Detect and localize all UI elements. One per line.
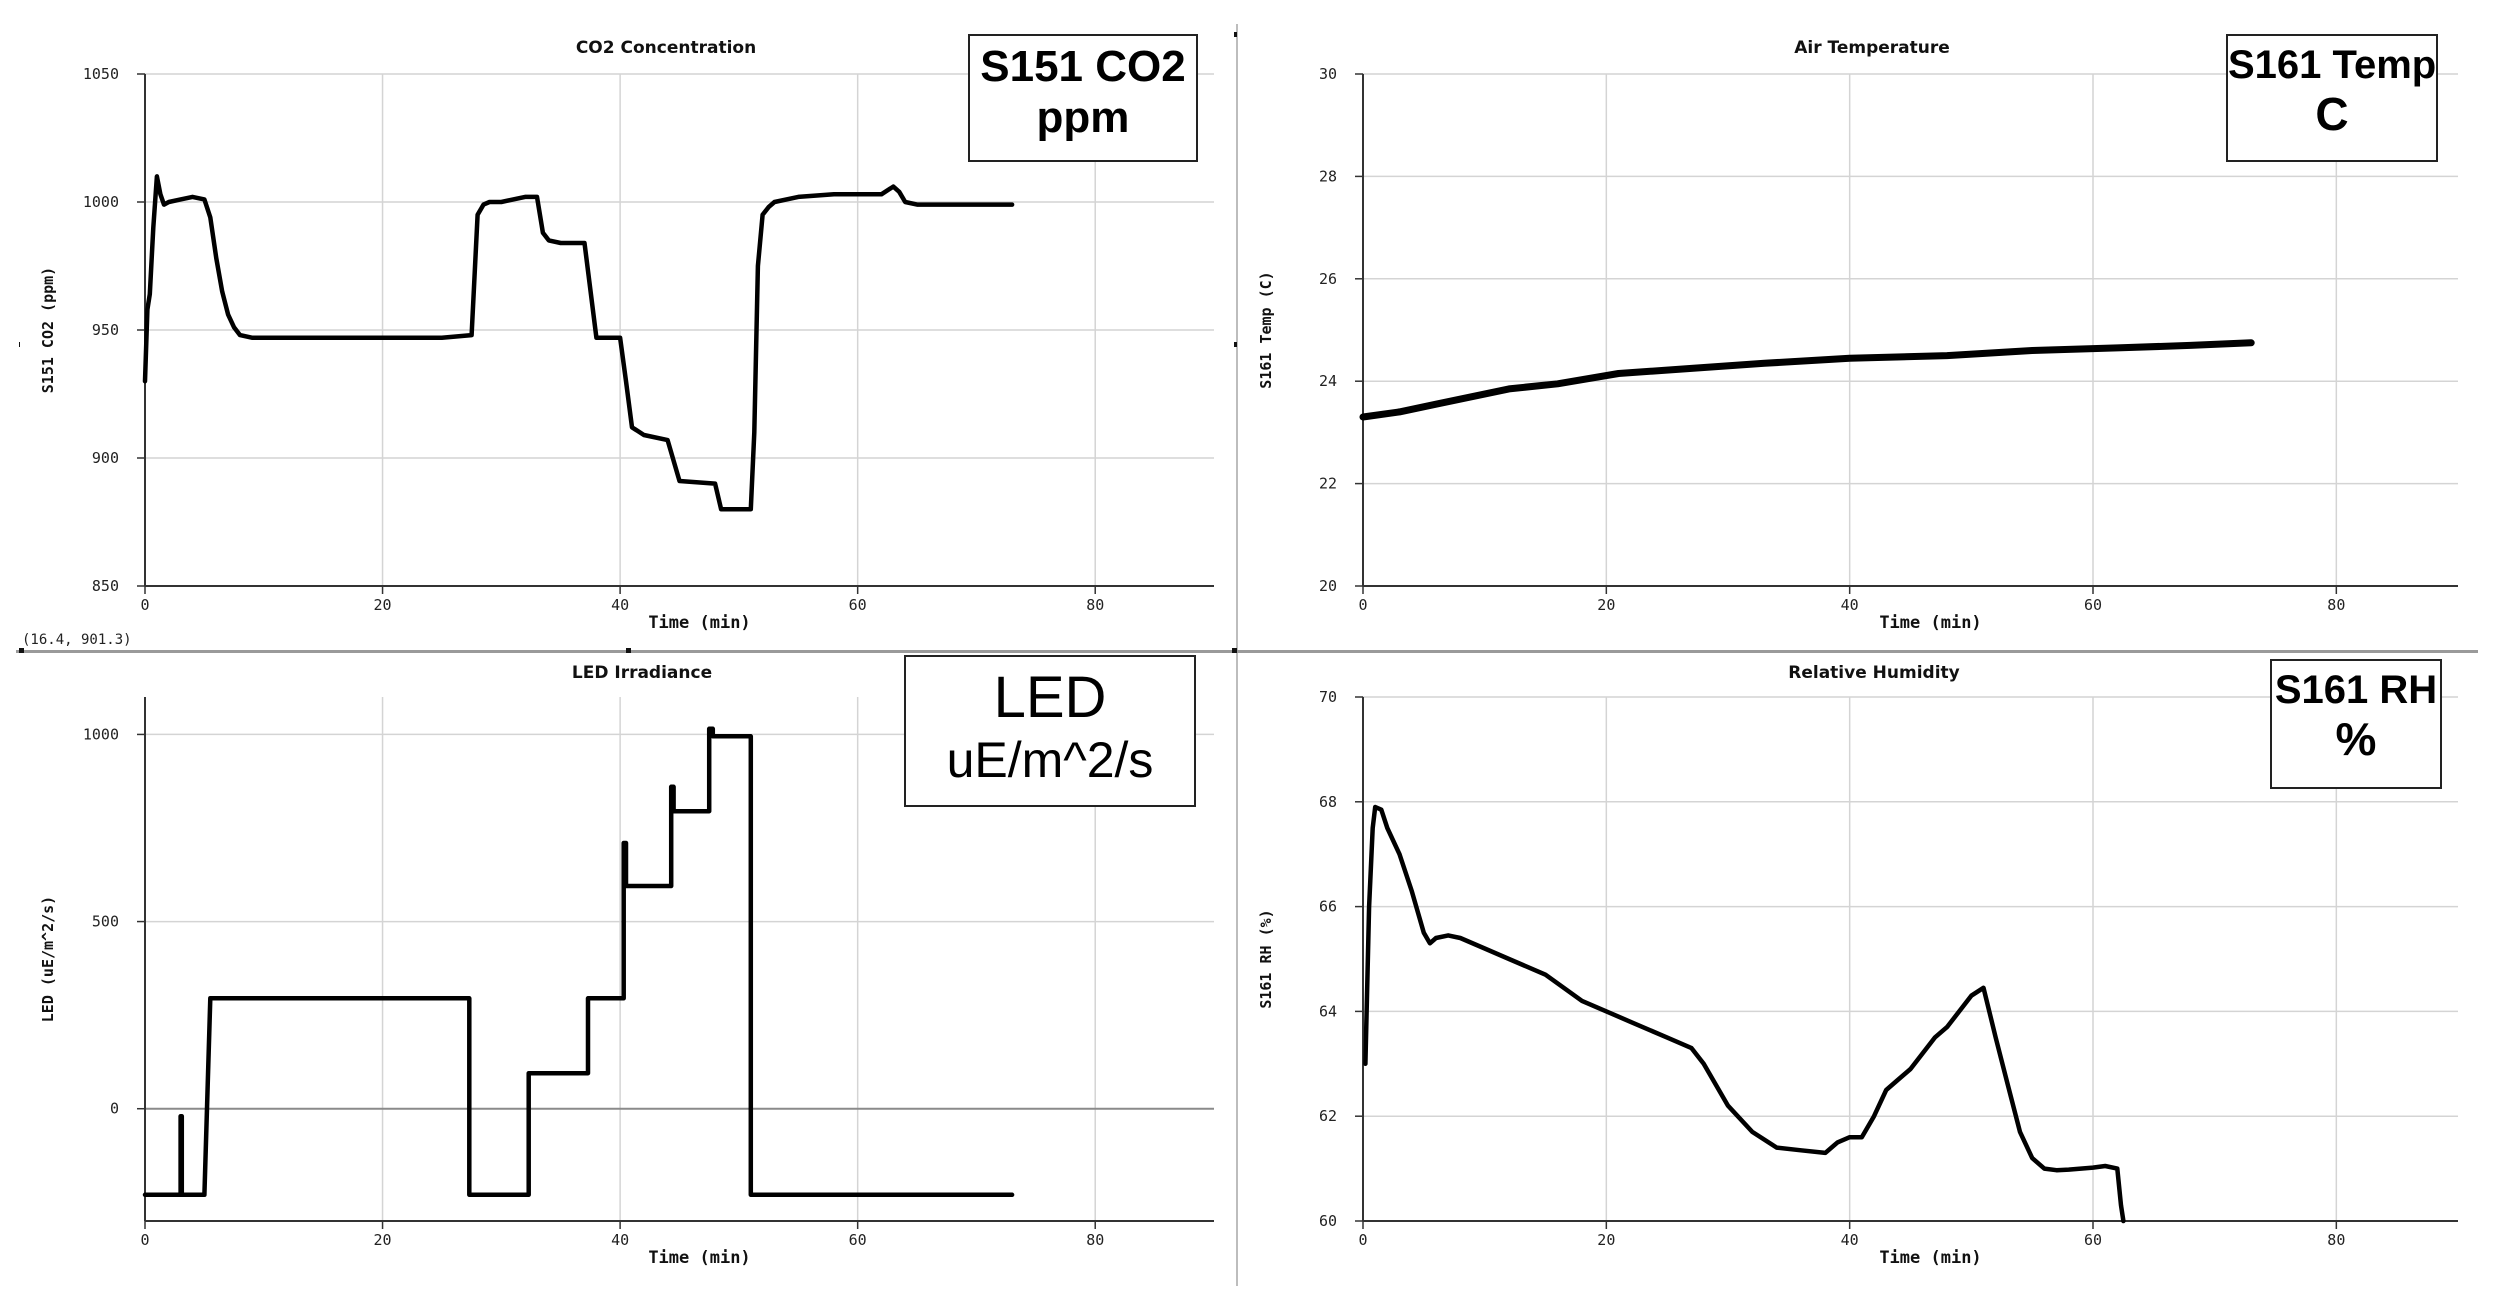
y-axis-label: S161 RH (%) bbox=[1257, 909, 1275, 1008]
chart-title: LED Irradiance bbox=[571, 663, 713, 683]
overlay-line: uE/m^2/s bbox=[946, 731, 1154, 788]
x-tick-label: 0 bbox=[140, 1231, 149, 1249]
x-tick-label: 40 bbox=[1841, 596, 1859, 614]
x-tick-label: 60 bbox=[849, 1231, 867, 1249]
y-tick-label: 900 bbox=[92, 449, 119, 467]
y-tick-label: 1000 bbox=[83, 725, 119, 743]
y-tick-label: 22 bbox=[1319, 475, 1337, 493]
y-tick-label: 70 bbox=[1319, 688, 1337, 706]
temperature-chart[interactable]: 0 20 40 60 80 20 22 24 26 28 30 Time (min) S161 Temp… bbox=[1240, 30, 2478, 648]
y-tick-label: 64 bbox=[1319, 1002, 1337, 1020]
y-tick-label: 62 bbox=[1319, 1107, 1337, 1125]
x-tick-label: 60 bbox=[2084, 596, 2102, 614]
panel-resize-handle[interactable] bbox=[626, 648, 631, 653]
x-axis-label: Time (min) bbox=[648, 613, 750, 633]
overlay-line: S151 CO2 bbox=[980, 42, 1186, 91]
panel-resize-handle[interactable] bbox=[1232, 32, 1237, 37]
y-tick-label: 0 bbox=[110, 1100, 119, 1118]
y-tick-label: 28 bbox=[1319, 167, 1337, 185]
y-tick-label: 60 bbox=[1319, 1212, 1337, 1230]
x-tick-label: 40 bbox=[611, 1231, 629, 1249]
humidity-chart[interactable]: 0 20 40 60 80 60 62 64 66 68 70 Time (min) S161 RH (… bbox=[1240, 655, 2478, 1286]
x-tick-label: 0 bbox=[1358, 596, 1367, 614]
x-axis-label: Time (min) bbox=[648, 1248, 750, 1268]
y-tick-label: 68 bbox=[1319, 793, 1337, 811]
y-axis-label: S151 CO2 (ppm) bbox=[39, 267, 57, 393]
panel-resize-handle[interactable] bbox=[1232, 648, 1237, 653]
humidity-chart-panel[interactable]: 0 20 40 60 80 60 62 64 66 68 70 Time (min) S161 RH (… bbox=[1240, 655, 2478, 1286]
panel-resize-handle[interactable] bbox=[1232, 342, 1237, 347]
temperature-series-line bbox=[1359, 339, 2255, 421]
chart-title: Relative Humidity bbox=[1788, 663, 1960, 683]
co2-series-line bbox=[142, 174, 1015, 512]
temperature-chart-panel[interactable]: 0 20 40 60 80 20 22 24 26 28 30 Time (min) S161 Temp… bbox=[1240, 30, 2478, 648]
vertical-separator bbox=[1236, 24, 1238, 1286]
y-tick-label: 24 bbox=[1319, 372, 1337, 390]
temperature-overlay-label: S161 Temp C bbox=[2226, 34, 2438, 162]
y-tick-label: 1000 bbox=[83, 193, 119, 211]
overlay-line: S161 RH bbox=[2274, 668, 2438, 712]
overlay-line: S161 Temp bbox=[2228, 43, 2437, 87]
humidity-series-line bbox=[1363, 804, 2126, 1224]
y-tick-label: 66 bbox=[1319, 898, 1337, 916]
x-tick-label: 80 bbox=[2327, 596, 2345, 614]
overlay-line: LED bbox=[993, 665, 1107, 730]
co2-chart-panel[interactable]: 0 20 40 60 80 850 900 950 1000 1050 Time (min) S151… bbox=[20, 30, 1234, 648]
y-axis-label: S161 Temp (C) bbox=[1257, 271, 1275, 388]
y-tick-label: 500 bbox=[92, 913, 119, 931]
x-tick-label: 20 bbox=[374, 596, 392, 614]
overlay-line: % bbox=[2335, 713, 2377, 765]
horizontal-separator bbox=[16, 650, 2478, 653]
overlay-line: ppm bbox=[1036, 92, 1130, 142]
x-axis-label: Time (min) bbox=[1879, 1248, 1981, 1268]
x-tick-label: 60 bbox=[849, 596, 867, 614]
co2-chart[interactable]: 0 20 40 60 80 850 900 950 1000 1050 Time (min) S151… bbox=[20, 30, 1234, 648]
y-tick-label: 1050 bbox=[83, 65, 119, 83]
x-tick-label: 20 bbox=[1597, 1231, 1615, 1249]
panel-resize-handle[interactable] bbox=[19, 648, 24, 653]
x-tick-label: 80 bbox=[1086, 596, 1104, 614]
x-tick-label: 20 bbox=[374, 1231, 392, 1249]
x-tick-label: 60 bbox=[2084, 1231, 2102, 1249]
y-tick-label: 30 bbox=[1319, 65, 1337, 83]
y-tick-label: 850 bbox=[92, 577, 119, 595]
y-axis-label: LED (uE/m^2/s) bbox=[39, 896, 57, 1022]
led-series-line bbox=[142, 726, 1015, 1198]
x-tick-label: 40 bbox=[611, 596, 629, 614]
chart-title: CO2 Concentration bbox=[575, 38, 757, 58]
led-chart-panel[interactable]: 0 20 40 60 80 0 500 1000 Time (min) LED (uE/m^2/s… bbox=[20, 655, 1234, 1286]
x-tick-label: 40 bbox=[1841, 1231, 1859, 1249]
led-overlay-label: LED uE/m^2/s bbox=[904, 655, 1196, 807]
x-tick-label: 20 bbox=[1597, 596, 1615, 614]
x-tick-label: 80 bbox=[1086, 1231, 1104, 1249]
y-tick-label: 950 bbox=[92, 321, 119, 339]
co2-overlay-label: S151 CO2 ppm bbox=[968, 34, 1198, 162]
y-tick-label: 26 bbox=[1319, 270, 1337, 288]
cursor-readout: (16.4, 901.3) bbox=[22, 632, 132, 648]
humidity-overlay-label: S161 RH % bbox=[2270, 659, 2442, 789]
overlay-line: C bbox=[2315, 88, 2349, 140]
chart-title: Air Temperature bbox=[1794, 38, 1950, 58]
x-tick-label: 80 bbox=[2327, 1231, 2345, 1249]
x-axis-label: Time (min) bbox=[1879, 613, 1981, 633]
x-tick-label: 0 bbox=[140, 596, 149, 614]
y-tick-label: 20 bbox=[1319, 577, 1337, 595]
x-tick-label: 0 bbox=[1358, 1231, 1367, 1249]
